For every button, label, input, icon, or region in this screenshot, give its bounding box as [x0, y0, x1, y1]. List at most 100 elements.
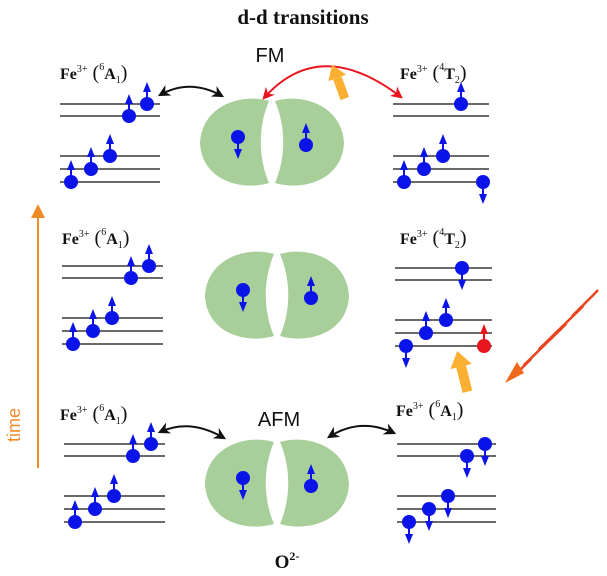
spin-arrowhead [110, 474, 118, 484]
spin-arrowhead [442, 298, 450, 308]
diagram-title: d-d transitions [237, 5, 368, 29]
row-afm: Fe3+ (6A1) Fe3+ (6A1) [60, 399, 496, 544]
left-ion-label: Fe3+ (6A1) [60, 62, 127, 86]
ion-term: A [104, 407, 116, 424]
spin-arrowhead [457, 82, 465, 92]
spin-electron [122, 109, 136, 123]
time-arrowhead [31, 204, 45, 218]
ion-paren-open: ( [90, 227, 102, 249]
row-middle: Fe3+ (6A1) Fe3+ (4T2) [62, 227, 492, 368]
afm-right-coupling-arrow [326, 423, 397, 439]
spin-arrowhead [480, 324, 488, 334]
right-ion-label: Fe3+ (6A1) [396, 399, 463, 423]
spin-arrowhead [307, 276, 315, 286]
spin-arrowhead [108, 296, 116, 306]
spin-arrowhead [307, 464, 315, 474]
spin-arrowhead [91, 487, 99, 497]
spin-electron [422, 502, 436, 516]
spin-electron [455, 261, 469, 275]
spin-electron [66, 337, 80, 351]
t2g-spin [86, 309, 100, 338]
spin-arrowhead [127, 256, 135, 266]
spin-arrowhead [458, 280, 466, 290]
t2g-spin [422, 502, 436, 531]
ion-term: A [106, 231, 118, 248]
ion-charge: 3+ [417, 64, 428, 75]
ion-multiplicity: 4 [439, 62, 444, 73]
t2g-spin [103, 134, 117, 163]
spin-arrowhead [147, 422, 155, 432]
ion-charge: 3+ [77, 405, 88, 416]
ion-multiplicity: 6 [99, 403, 104, 414]
spin-electron [460, 449, 474, 463]
ion-paren-close: ) [121, 62, 128, 84]
spin-electron [88, 502, 102, 516]
spin-arrowhead [422, 311, 430, 321]
ion-charge: 3+ [79, 229, 90, 240]
fm-left-coupling-arrow [157, 85, 225, 98]
spin-electron [124, 271, 138, 285]
spin-arrowhead [143, 82, 151, 92]
spin-arrowhead [405, 534, 413, 544]
spin-electron [476, 175, 490, 189]
eg-spin [144, 422, 158, 451]
eg-spin [460, 449, 474, 478]
spin-electron [417, 162, 431, 176]
spin-electron [107, 489, 121, 503]
ion-paren-open: ( [88, 403, 100, 425]
spin-arrowhead [129, 434, 137, 444]
t2g-spin [441, 489, 455, 518]
t2g-spin [88, 487, 102, 516]
spin-arrowhead [400, 160, 408, 170]
spin-electron [439, 313, 453, 327]
eg-spin [454, 82, 468, 111]
spin-arrowhead [425, 521, 433, 531]
spin-electron [236, 471, 250, 485]
t2g-spin [68, 500, 82, 529]
t2g-spin [417, 147, 431, 176]
spin-arrowhead [145, 244, 153, 254]
right-ion-label: Fe3+ (4T2) [400, 62, 467, 86]
t2g-spin [439, 298, 453, 327]
ion-charge: 3+ [77, 64, 88, 75]
spin-arrowhead [125, 94, 133, 104]
eg-spin [142, 244, 156, 273]
t2g-spin [476, 175, 490, 204]
spin-electron [86, 324, 100, 338]
oxygen-spin-left [236, 471, 250, 500]
upper-photon-arrow [328, 64, 350, 101]
spin-arrowhead [402, 358, 410, 368]
ion-element: Fe [396, 403, 413, 420]
ion-term-subscript: 2 [455, 75, 460, 86]
ion-term: A [440, 403, 452, 420]
spin-electron [140, 97, 154, 111]
spin-electron [419, 326, 433, 340]
ion-paren-close: ) [460, 62, 467, 84]
spin-electron [64, 175, 78, 189]
light-pulse-icon [505, 289, 599, 383]
ion-paren-close: ) [460, 227, 467, 249]
spin-electron [126, 449, 140, 463]
spin-arrowhead [463, 468, 471, 478]
eg-spin [455, 261, 469, 290]
fm-oxygen-orbital [200, 98, 344, 186]
spin-electron [478, 437, 492, 451]
t2g-spin [399, 339, 413, 368]
eg-spin [124, 256, 138, 285]
ion-term-subscript: 2 [455, 240, 460, 251]
state-rows: Fe3+ (6A1) Fe3+ (4T2)Fe3+ (6A1) Fe3+ (4T2)… [60, 62, 496, 544]
left-ion-label: Fe3+ (6A1) [60, 403, 127, 427]
ion-multiplicity: 6 [101, 227, 106, 238]
ion-paren-open: ( [424, 399, 436, 421]
t2g-spin [107, 474, 121, 503]
spin-electron [103, 149, 117, 163]
ion-paren-open: ( [88, 62, 100, 84]
spin-electron [454, 97, 468, 111]
spin-arrowhead [239, 302, 247, 312]
ion-term-subscript: 1 [116, 75, 121, 86]
ion-multiplicity: 4 [439, 227, 444, 238]
oxygen-label: O2- [275, 549, 300, 573]
light-pulse-arrowhead [505, 362, 524, 383]
spin-electron [477, 339, 491, 353]
